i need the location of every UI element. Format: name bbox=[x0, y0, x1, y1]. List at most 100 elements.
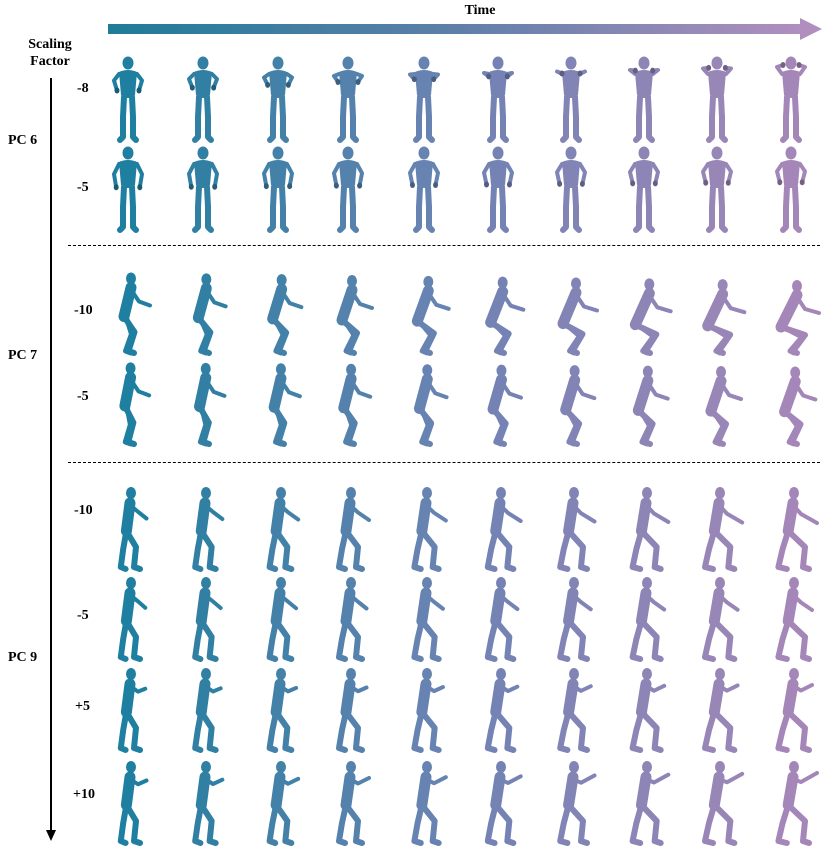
body-mesh-frame bbox=[338, 363, 373, 447]
body-mesh-frame bbox=[775, 56, 807, 143]
group-separator bbox=[68, 245, 820, 246]
scaling-factor-label: Scaling Factor bbox=[14, 36, 86, 70]
body-mesh-frame bbox=[705, 366, 744, 447]
body-mesh-frame bbox=[117, 668, 148, 753]
row-factor-label: -5 bbox=[77, 608, 89, 623]
body-mesh-frame bbox=[192, 273, 228, 356]
body-mesh-frame bbox=[336, 761, 371, 846]
body-mesh-frame bbox=[336, 275, 374, 356]
body-mesh-frame bbox=[775, 577, 814, 662]
body-mesh-frame bbox=[411, 668, 445, 753]
body-mesh-frame bbox=[413, 364, 449, 447]
body-mesh-frame bbox=[187, 56, 219, 143]
row-factor-label: -8 bbox=[77, 81, 89, 96]
body-mesh-frame bbox=[112, 146, 144, 233]
group-label-pc7: PC 7 bbox=[8, 348, 38, 363]
body-mesh-frame bbox=[557, 761, 597, 846]
body-mesh-frame bbox=[119, 362, 152, 447]
body-mesh-frame bbox=[701, 146, 733, 233]
body-mesh-frame bbox=[629, 668, 667, 753]
body-mesh-frame bbox=[112, 56, 144, 143]
body-mesh-frame bbox=[266, 487, 301, 572]
body-mesh-frame bbox=[336, 577, 369, 662]
body-mesh-frame bbox=[628, 146, 660, 233]
body-mesh-frame bbox=[187, 146, 219, 233]
body-mesh-frame bbox=[557, 277, 599, 356]
body-mesh-frame bbox=[408, 146, 440, 233]
row-factor-label: -5 bbox=[77, 180, 89, 195]
body-mesh-frame bbox=[192, 487, 225, 572]
group-label-pc6: PC 6 bbox=[8, 133, 38, 148]
body-mesh-frame bbox=[775, 487, 819, 572]
body-mesh-frame bbox=[775, 280, 821, 356]
body-mesh-frame bbox=[629, 577, 667, 662]
row-factor-label: -5 bbox=[77, 389, 89, 404]
body-mesh-frame bbox=[411, 275, 451, 356]
body-mesh-frame bbox=[629, 278, 673, 356]
body-mesh-frame bbox=[408, 56, 440, 143]
body-mesh-frame bbox=[779, 366, 818, 447]
body-mesh-frame bbox=[485, 276, 526, 356]
body-mesh-frame bbox=[266, 761, 301, 846]
body-mesh-frame bbox=[555, 146, 587, 233]
body-mesh-frame bbox=[482, 56, 514, 143]
body-mesh-frame bbox=[555, 56, 587, 143]
body-mesh-frame bbox=[192, 761, 225, 846]
body-mesh-frame bbox=[118, 272, 152, 356]
body-mesh-frame bbox=[628, 56, 660, 143]
time-arrow bbox=[108, 18, 822, 40]
body-mesh-frame bbox=[482, 146, 514, 233]
body-mesh-frame bbox=[702, 761, 745, 846]
body-mesh-frame bbox=[702, 668, 740, 753]
scaling-factor-arrow bbox=[46, 78, 56, 841]
row-factor-label: +10 bbox=[73, 787, 95, 802]
body-mesh-frame bbox=[336, 668, 369, 753]
body-mesh-frame bbox=[632, 365, 670, 447]
body-mesh-frame bbox=[192, 668, 223, 753]
body-mesh-frame bbox=[411, 761, 448, 846]
body-mesh-frame bbox=[557, 668, 593, 753]
body-mesh-frame bbox=[411, 577, 445, 662]
body-mesh-frame bbox=[484, 668, 520, 753]
body-mesh-frame bbox=[192, 577, 223, 662]
figure-grid bbox=[112, 56, 821, 846]
body-mesh-frame bbox=[262, 56, 294, 143]
body-mesh-frame bbox=[117, 761, 149, 846]
body-mesh-frame bbox=[701, 56, 733, 143]
body-mesh-frame bbox=[266, 577, 299, 662]
body-mesh-frame bbox=[487, 364, 523, 447]
body-mesh-frame bbox=[117, 577, 148, 662]
body-mesh-frame bbox=[268, 363, 302, 447]
body-mesh-frame bbox=[560, 365, 597, 447]
scaling-label-line1: Scaling bbox=[28, 37, 72, 52]
body-mesh-frame bbox=[411, 487, 448, 572]
body-mesh-frame bbox=[702, 577, 740, 662]
row-factor-label: -10 bbox=[74, 503, 93, 518]
time-axis-label: Time bbox=[464, 3, 496, 18]
body-mesh-frame bbox=[775, 761, 819, 846]
body-mesh-frame bbox=[557, 577, 593, 662]
body-mesh-frame bbox=[267, 274, 304, 356]
body-mesh-frame bbox=[702, 487, 745, 572]
row-factor-label: +5 bbox=[75, 699, 90, 714]
body-mesh-frame bbox=[194, 362, 227, 447]
body-mesh-frame bbox=[262, 146, 294, 233]
row-factor-label: -10 bbox=[74, 303, 93, 318]
body-mesh-frame bbox=[557, 487, 597, 572]
body-mesh-frame bbox=[332, 146, 364, 233]
body-mesh-frame bbox=[336, 487, 371, 572]
body-mesh-frame bbox=[775, 146, 807, 233]
scaling-label-line2: Factor bbox=[30, 54, 70, 69]
body-mesh-frame bbox=[484, 761, 523, 846]
body-mesh-frame bbox=[702, 279, 747, 356]
body-mesh-frame bbox=[266, 668, 299, 753]
body-mesh-frame bbox=[484, 577, 520, 662]
body-mesh-frame bbox=[775, 668, 814, 753]
body-mesh-frame bbox=[332, 56, 364, 143]
body-mesh-frame bbox=[629, 761, 671, 846]
body-mesh-frame bbox=[117, 487, 149, 572]
body-mesh-frame bbox=[629, 487, 671, 572]
group-separator bbox=[68, 462, 820, 463]
body-mesh-frame bbox=[484, 487, 523, 572]
